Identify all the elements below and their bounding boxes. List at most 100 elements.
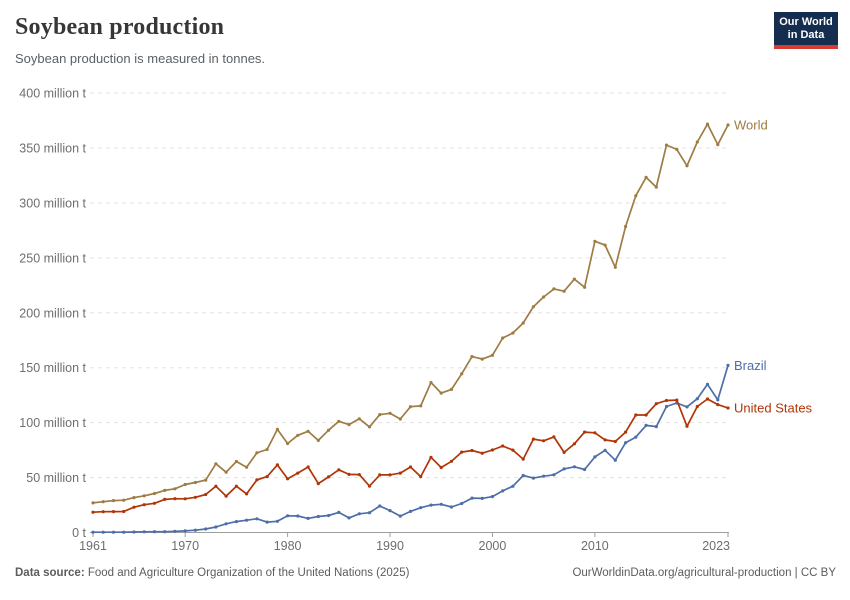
series-point-united-states-2003 bbox=[521, 457, 525, 461]
series-point-united-states-1995 bbox=[439, 465, 443, 470]
series-point-brazil-1973 bbox=[214, 525, 218, 529]
x-tick-label-1980: 1980 bbox=[274, 539, 302, 553]
attribution-link[interactable]: OurWorldinData.org/agricultural-producti… bbox=[572, 567, 836, 579]
series-point-united-states-2014 bbox=[634, 413, 638, 417]
x-tick-label-2010: 2010 bbox=[581, 539, 609, 553]
y-tick-label-0: 0 t bbox=[72, 526, 86, 540]
series-point-united-states-2015 bbox=[644, 413, 648, 417]
series-point-united-states-1994 bbox=[429, 455, 433, 459]
series-point-brazil-2019 bbox=[685, 405, 689, 409]
y-tick-label-250: 250 million t bbox=[19, 251, 86, 265]
series-point-united-states-1970 bbox=[183, 497, 187, 501]
series-point-united-states-1976 bbox=[245, 492, 249, 496]
series-point-brazil-2013 bbox=[624, 441, 628, 445]
series-point-united-states-2021 bbox=[705, 397, 710, 401]
series-point-brazil-1969 bbox=[173, 529, 177, 533]
series-point-world-1993 bbox=[419, 404, 423, 408]
series-point-united-states-2000 bbox=[490, 448, 494, 452]
series-point-united-states-2009 bbox=[583, 430, 587, 434]
data-source-text: Food and Agriculture Organization of the… bbox=[84, 567, 410, 579]
series-point-united-states-1971 bbox=[193, 495, 197, 499]
series-point-brazil-1972 bbox=[204, 527, 208, 531]
series-point-united-states-1991 bbox=[398, 471, 402, 475]
chart-subtitle: Soybean production is measured in tonnes… bbox=[15, 51, 266, 66]
y-tick-label-150: 150 million t bbox=[19, 361, 86, 375]
series-point-brazil-1990 bbox=[388, 509, 392, 513]
series-point-world-2013 bbox=[624, 224, 628, 229]
series-point-brazil-2023 bbox=[726, 363, 730, 367]
series-point-world-2009 bbox=[583, 285, 587, 289]
series-point-united-states-2016 bbox=[654, 402, 658, 406]
series-point-united-states-1993 bbox=[419, 475, 423, 479]
series-point-united-states-1987 bbox=[357, 473, 361, 477]
series-point-world-1998 bbox=[470, 355, 474, 359]
series-point-united-states-2008 bbox=[572, 442, 577, 446]
series-point-brazil-1965 bbox=[132, 530, 136, 534]
x-tick-label-1961: 1961 bbox=[79, 539, 107, 553]
series-point-world-1990 bbox=[388, 411, 392, 415]
series-point-brazil-1971 bbox=[193, 528, 197, 532]
data-source: Data source: Food and Agriculture Organi… bbox=[15, 567, 409, 579]
series-point-brazil-1976 bbox=[245, 518, 249, 522]
series-point-brazil-2006 bbox=[552, 473, 556, 477]
series-point-brazil-1992 bbox=[408, 509, 413, 513]
series-point-brazil-1968 bbox=[163, 530, 167, 534]
series-point-united-states-1973 bbox=[214, 484, 218, 488]
series-point-brazil-2012 bbox=[613, 458, 617, 462]
series-point-united-states-1963 bbox=[111, 510, 116, 514]
series-point-united-states-1981 bbox=[296, 471, 300, 475]
series-point-united-states-1996 bbox=[449, 459, 454, 463]
series-point-world-1981 bbox=[296, 433, 300, 437]
series-point-united-states-1975 bbox=[234, 484, 238, 488]
owid-logo[interactable]: Our World in Data bbox=[774, 12, 838, 49]
series-point-united-states-1974 bbox=[224, 494, 228, 498]
series-point-united-states-1978 bbox=[265, 475, 269, 479]
series-point-world-1963 bbox=[111, 499, 116, 503]
series-point-brazil-1977 bbox=[255, 517, 259, 521]
series-point-world-2010 bbox=[593, 239, 597, 243]
series-point-world-2012 bbox=[613, 265, 617, 269]
series-point-world-2011 bbox=[603, 243, 607, 247]
series-point-brazil-1991 bbox=[398, 514, 402, 518]
series-point-brazil-1962 bbox=[101, 530, 105, 534]
series-point-united-states-1992 bbox=[408, 465, 413, 469]
series-point-united-states-1990 bbox=[388, 473, 392, 477]
series-point-world-2006 bbox=[552, 287, 556, 291]
series-point-brazil-2015 bbox=[644, 423, 648, 427]
series-point-world-1986 bbox=[347, 423, 351, 427]
series-point-united-states-2011 bbox=[603, 438, 607, 442]
series-point-brazil-1996 bbox=[449, 505, 454, 509]
series-point-world-1962 bbox=[101, 500, 105, 504]
series-point-world-1982 bbox=[306, 429, 310, 433]
series-end-label-united-states: United States bbox=[734, 401, 813, 416]
series-point-world-1977 bbox=[255, 451, 259, 455]
series-point-brazil-1988 bbox=[367, 511, 372, 515]
series-point-world-2001 bbox=[501, 336, 505, 340]
series-point-world-1988 bbox=[367, 425, 372, 429]
data-source-label: Data source: bbox=[15, 567, 85, 579]
series-point-world-1969 bbox=[173, 487, 177, 491]
y-tick-label-50: 50 million t bbox=[26, 471, 86, 485]
series-point-world-1961 bbox=[91, 501, 95, 505]
series-point-united-states-1986 bbox=[347, 472, 351, 476]
series-point-world-2020 bbox=[695, 140, 699, 144]
series-point-world-1997 bbox=[460, 372, 464, 376]
series-point-brazil-1989 bbox=[378, 504, 382, 508]
series-point-united-states-2005 bbox=[542, 439, 546, 443]
series-point-brazil-1984 bbox=[327, 513, 331, 518]
series-point-brazil-2003 bbox=[521, 473, 525, 478]
series-point-brazil-1993 bbox=[419, 506, 423, 510]
series-point-world-2014 bbox=[634, 194, 638, 198]
series-point-brazil-1981 bbox=[296, 514, 300, 518]
series-point-united-states-2010 bbox=[593, 431, 597, 435]
x-tick-label-1970: 1970 bbox=[171, 539, 199, 553]
series-point-united-states-2013 bbox=[624, 430, 628, 434]
series-point-brazil-1999 bbox=[480, 496, 484, 500]
series-point-brazil-1967 bbox=[152, 530, 157, 534]
series-point-united-states-2007 bbox=[562, 450, 566, 454]
series-point-brazil-1978 bbox=[265, 520, 269, 524]
y-tick-label-400: 400 million t bbox=[19, 87, 86, 101]
series-point-brazil-1995 bbox=[439, 502, 443, 506]
series-point-brazil-2008 bbox=[572, 465, 577, 469]
series-point-brazil-1994 bbox=[429, 503, 433, 507]
